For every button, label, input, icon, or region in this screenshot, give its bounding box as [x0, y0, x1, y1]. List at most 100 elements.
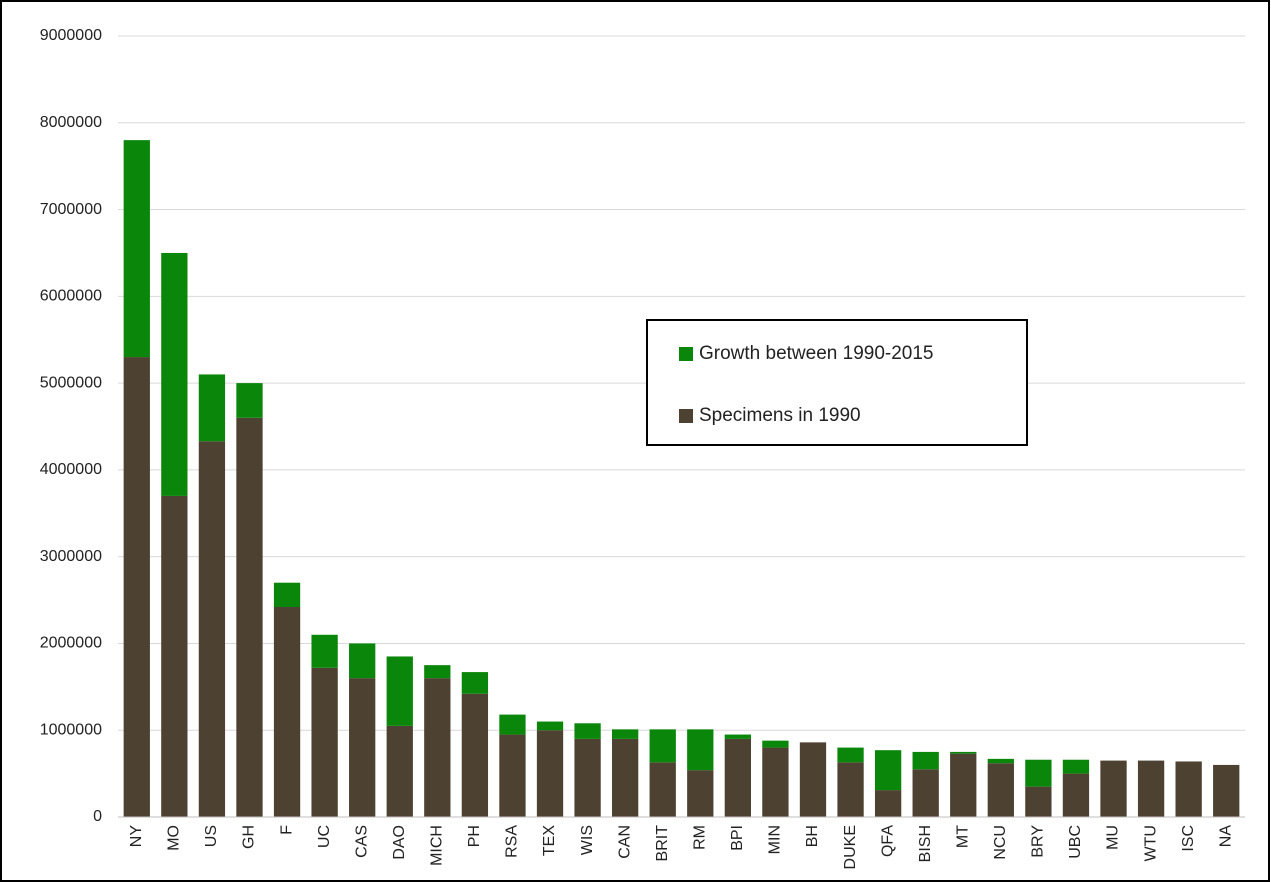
bar-segment	[987, 763, 1014, 817]
x-tick-label: BRY	[1030, 825, 1047, 858]
bar-segment	[1025, 786, 1052, 817]
bar-segment	[687, 729, 714, 771]
bar-segment	[1062, 773, 1090, 817]
bar-segment	[1062, 759, 1090, 774]
bar-segment	[612, 729, 639, 739]
x-tick-label: GH	[241, 825, 258, 849]
bar-segment	[1175, 761, 1202, 817]
bar-segment	[1137, 760, 1165, 817]
bar-segment	[123, 140, 150, 358]
legend-box	[646, 319, 1028, 446]
bar-segment	[273, 582, 301, 607]
bar-segment	[424, 678, 451, 817]
y-tick-label: 8000000	[40, 114, 102, 131]
x-tick-label: MIN	[767, 825, 784, 854]
x-tick-label: ISC	[1180, 825, 1197, 852]
bar-segment	[424, 665, 451, 679]
x-tick-label: BH	[804, 825, 821, 847]
bar-segment	[912, 769, 939, 817]
bar-segment	[461, 693, 489, 817]
bar-segment	[161, 252, 188, 496]
x-tick-label: NCU	[992, 825, 1009, 860]
x-tick-label: NA	[1217, 825, 1234, 848]
bar-segment	[874, 750, 902, 791]
bar-segment	[461, 672, 489, 694]
bar-segment	[499, 714, 526, 735]
x-tick-label: UBC	[1067, 825, 1084, 859]
bar-segment	[349, 643, 376, 679]
bar-segment	[762, 747, 789, 817]
x-tick-label: CAS	[353, 825, 370, 858]
bar-segment	[612, 738, 639, 817]
x-tick-label: UC	[316, 825, 333, 848]
x-tick-label: WIS	[579, 825, 596, 855]
legend-label: Specimens in 1990	[699, 405, 861, 426]
bar-segment	[987, 758, 1014, 764]
bar-segment	[1025, 759, 1052, 787]
x-tick-label: CAN	[616, 825, 633, 859]
bar-segment	[687, 770, 714, 817]
bar-segment	[649, 762, 676, 817]
bar-segment	[349, 678, 376, 817]
bar-segment	[161, 495, 188, 817]
x-tick-label: BRIT	[654, 825, 671, 862]
bar-segment	[236, 383, 263, 418]
bar-segment	[762, 740, 789, 748]
legend-label: Growth between 1990-2015	[699, 343, 934, 364]
x-tick-label: PH	[466, 825, 483, 847]
x-tick-label: WTU	[1142, 825, 1159, 861]
bar-segment	[198, 441, 226, 817]
y-tick-label: 9000000	[40, 27, 102, 44]
y-tick-label: 2000000	[40, 635, 102, 652]
x-tick-label: DUKE	[842, 825, 859, 869]
bar-segment	[386, 725, 413, 817]
bar-segment	[536, 721, 564, 731]
bar-segment	[950, 753, 977, 817]
bar-segment	[724, 734, 751, 739]
x-tick-label: MT	[954, 825, 971, 848]
bar-segment	[311, 667, 338, 817]
y-tick-label: 0	[93, 808, 102, 825]
x-tick-label: QFA	[879, 825, 896, 857]
bar-segment	[311, 634, 338, 668]
x-tick-label: TEX	[541, 825, 558, 856]
y-tick-label: 6000000	[40, 288, 102, 305]
legend-swatch	[679, 409, 693, 423]
x-tick-label: DAO	[391, 825, 408, 860]
bar-segment	[499, 734, 526, 817]
x-tick-label: MICH	[429, 825, 446, 866]
y-tick-label: 7000000	[40, 201, 102, 218]
bar-segment	[799, 742, 827, 817]
y-tick-label: 5000000	[40, 374, 102, 391]
bar-segment	[536, 730, 564, 817]
bar-segment	[1100, 760, 1127, 817]
bar-segment	[837, 747, 864, 763]
x-tick-label: BPI	[729, 825, 746, 851]
bar-segment	[874, 790, 902, 817]
bar-segment	[1213, 764, 1240, 817]
bar-segment	[123, 357, 150, 817]
bar-segment	[837, 762, 864, 817]
x-tick-label: NY	[128, 825, 145, 848]
x-tick-label: MO	[166, 825, 183, 851]
x-tick-label: F	[278, 825, 295, 835]
bar-segment	[273, 606, 301, 817]
y-tick-label: 3000000	[40, 548, 102, 565]
bar-segment	[574, 738, 601, 817]
x-tick-label: BISH	[917, 825, 934, 862]
bar-segment	[574, 723, 601, 739]
x-tick-label: RM	[692, 825, 709, 850]
bar-segment	[912, 751, 939, 770]
y-tick-label: 1000000	[40, 721, 102, 738]
x-tick-label: RSA	[504, 825, 521, 858]
bar-segment	[386, 656, 413, 726]
legend-swatch	[679, 347, 693, 361]
y-tick-label: 4000000	[40, 461, 102, 478]
bar-segment	[950, 751, 977, 754]
bar-segment	[724, 738, 751, 817]
bar-segment	[236, 417, 263, 817]
x-tick-label: MU	[1105, 825, 1122, 850]
bar-segment	[649, 729, 676, 763]
